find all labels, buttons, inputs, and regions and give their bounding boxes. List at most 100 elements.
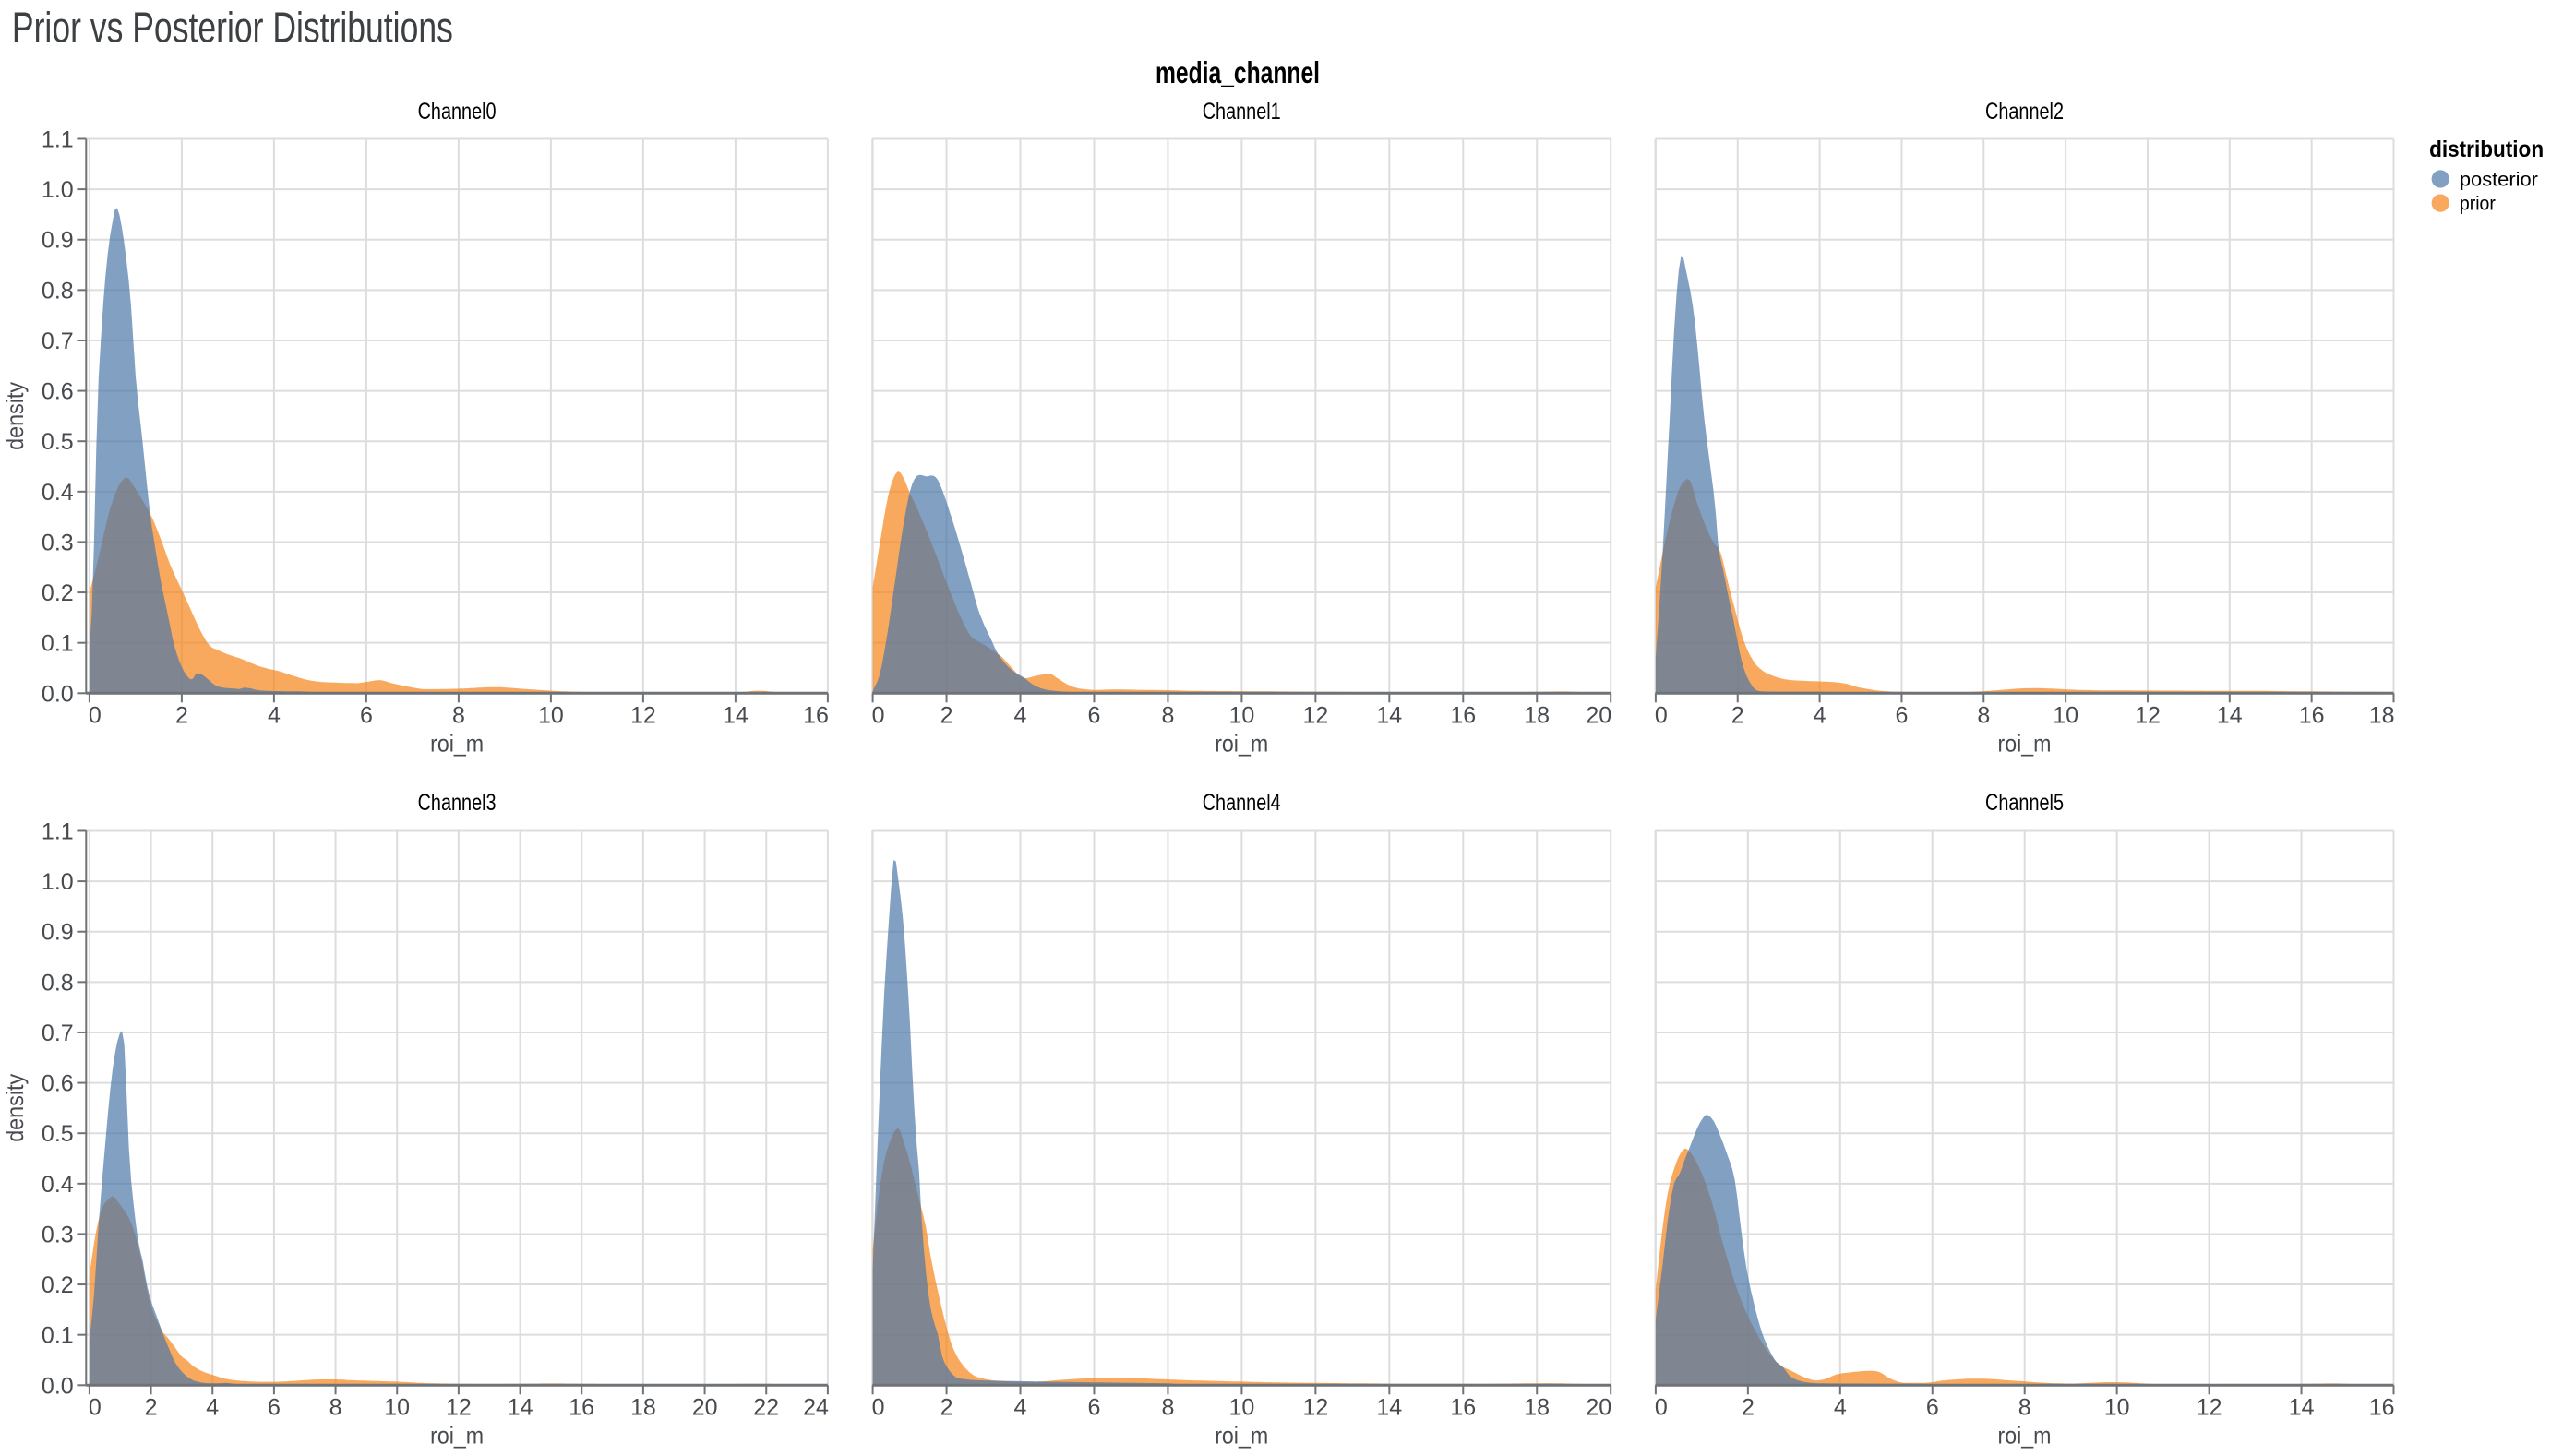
svg-text:2: 2 bbox=[145, 1394, 158, 1420]
svg-text:prior: prior bbox=[2460, 194, 2496, 215]
svg-text:0.9: 0.9 bbox=[42, 920, 74, 946]
svg-text:0.7: 0.7 bbox=[42, 328, 74, 354]
svg-text:0.6: 0.6 bbox=[42, 1071, 74, 1097]
svg-text:8: 8 bbox=[329, 1394, 342, 1420]
svg-text:0.6: 0.6 bbox=[42, 379, 74, 405]
svg-text:4: 4 bbox=[1014, 702, 1027, 728]
svg-text:8: 8 bbox=[1161, 702, 1174, 728]
svg-text:14: 14 bbox=[2217, 702, 2243, 728]
svg-text:6: 6 bbox=[1088, 1394, 1101, 1420]
svg-text:0.8: 0.8 bbox=[42, 970, 74, 996]
svg-text:10: 10 bbox=[2104, 1394, 2130, 1420]
svg-text:1.1: 1.1 bbox=[42, 126, 74, 152]
svg-text:6: 6 bbox=[1895, 702, 1908, 728]
svg-text:0.8: 0.8 bbox=[42, 278, 74, 304]
svg-text:0.1: 0.1 bbox=[42, 1323, 74, 1349]
svg-text:14: 14 bbox=[508, 1394, 533, 1420]
svg-text:8: 8 bbox=[1161, 1394, 1174, 1420]
svg-text:8: 8 bbox=[2018, 1394, 2031, 1420]
svg-text:20: 20 bbox=[1586, 702, 1611, 728]
svg-text:roi_m: roi_m bbox=[1998, 1421, 2052, 1449]
svg-text:16: 16 bbox=[2369, 1394, 2395, 1420]
svg-text:10: 10 bbox=[384, 1394, 410, 1420]
svg-text:20: 20 bbox=[1586, 1394, 1611, 1420]
svg-text:12: 12 bbox=[2135, 702, 2161, 728]
svg-text:density: density bbox=[1, 382, 29, 450]
svg-text:Channel1: Channel1 bbox=[1203, 99, 1281, 125]
svg-text:12: 12 bbox=[2197, 1394, 2222, 1420]
svg-text:density: density bbox=[1, 1074, 29, 1142]
svg-text:2: 2 bbox=[1731, 702, 1744, 728]
svg-text:Channel4: Channel4 bbox=[1203, 790, 1281, 816]
svg-text:22: 22 bbox=[753, 1394, 779, 1420]
svg-text:posterior: posterior bbox=[2460, 170, 2538, 191]
svg-text:0.4: 0.4 bbox=[42, 480, 74, 506]
svg-text:14: 14 bbox=[2289, 1394, 2315, 1420]
svg-text:16: 16 bbox=[1450, 702, 1476, 728]
svg-text:0.0: 0.0 bbox=[42, 1373, 74, 1399]
svg-text:12: 12 bbox=[630, 702, 656, 728]
svg-text:4: 4 bbox=[268, 702, 281, 728]
svg-text:1.0: 1.0 bbox=[42, 177, 74, 203]
svg-text:0.7: 0.7 bbox=[42, 1020, 74, 1046]
svg-text:12: 12 bbox=[1302, 1394, 1328, 1420]
svg-text:14: 14 bbox=[1376, 1394, 1402, 1420]
svg-text:0: 0 bbox=[872, 1394, 885, 1420]
svg-text:16: 16 bbox=[2299, 702, 2325, 728]
svg-text:14: 14 bbox=[723, 702, 749, 728]
svg-text:Channel2: Channel2 bbox=[1985, 99, 2064, 125]
svg-text:0.0: 0.0 bbox=[42, 681, 74, 707]
svg-text:roi_m: roi_m bbox=[1215, 1421, 1268, 1449]
svg-text:10: 10 bbox=[1228, 1394, 1254, 1420]
svg-text:Channel3: Channel3 bbox=[418, 790, 497, 816]
svg-text:0.1: 0.1 bbox=[42, 631, 74, 657]
svg-text:1.0: 1.0 bbox=[42, 869, 74, 895]
svg-text:8: 8 bbox=[1977, 702, 1990, 728]
svg-text:0.4: 0.4 bbox=[42, 1172, 74, 1198]
svg-text:16: 16 bbox=[803, 702, 829, 728]
svg-text:media_channel: media_channel bbox=[1156, 55, 1320, 90]
svg-text:0: 0 bbox=[89, 1394, 102, 1420]
svg-text:roi_m: roi_m bbox=[1215, 729, 1268, 757]
svg-text:0.2: 0.2 bbox=[42, 580, 74, 606]
svg-text:roi_m: roi_m bbox=[1998, 729, 2052, 757]
svg-text:2: 2 bbox=[940, 1394, 953, 1420]
svg-text:10: 10 bbox=[538, 702, 564, 728]
svg-text:0: 0 bbox=[872, 702, 885, 728]
svg-text:0.3: 0.3 bbox=[42, 530, 74, 555]
svg-text:0: 0 bbox=[1655, 702, 1668, 728]
svg-text:6: 6 bbox=[1926, 1394, 1939, 1420]
svg-text:distribution: distribution bbox=[2429, 137, 2544, 162]
svg-text:0: 0 bbox=[1655, 1394, 1668, 1420]
svg-text:12: 12 bbox=[1302, 702, 1328, 728]
svg-text:6: 6 bbox=[268, 1394, 281, 1420]
svg-text:0.3: 0.3 bbox=[42, 1222, 74, 1247]
svg-text:18: 18 bbox=[630, 1394, 656, 1420]
svg-text:16: 16 bbox=[1450, 1394, 1476, 1420]
svg-text:roi_m: roi_m bbox=[430, 729, 484, 757]
svg-text:2: 2 bbox=[940, 702, 953, 728]
svg-text:0.2: 0.2 bbox=[42, 1272, 74, 1298]
svg-text:18: 18 bbox=[2369, 702, 2395, 728]
svg-text:Prior vs Posterior Distributio: Prior vs Posterior Distributions bbox=[12, 3, 453, 51]
svg-text:2: 2 bbox=[1742, 1394, 1755, 1420]
svg-text:0.5: 0.5 bbox=[42, 429, 74, 455]
svg-text:18: 18 bbox=[1524, 1394, 1550, 1420]
svg-text:6: 6 bbox=[360, 702, 373, 728]
svg-text:1.1: 1.1 bbox=[42, 818, 74, 844]
svg-text:10: 10 bbox=[2053, 702, 2078, 728]
svg-text:2: 2 bbox=[175, 702, 188, 728]
svg-text:0.9: 0.9 bbox=[42, 228, 74, 254]
svg-text:roi_m: roi_m bbox=[430, 1421, 484, 1449]
svg-text:Channel0: Channel0 bbox=[418, 99, 497, 125]
svg-text:4: 4 bbox=[206, 1394, 219, 1420]
svg-text:0.5: 0.5 bbox=[42, 1121, 74, 1147]
svg-text:20: 20 bbox=[692, 1394, 718, 1420]
svg-text:0: 0 bbox=[89, 702, 102, 728]
svg-text:6: 6 bbox=[1088, 702, 1101, 728]
svg-text:4: 4 bbox=[1814, 702, 1826, 728]
svg-text:12: 12 bbox=[446, 1394, 472, 1420]
svg-text:4: 4 bbox=[1834, 1394, 1847, 1420]
svg-text:8: 8 bbox=[452, 702, 465, 728]
svg-text:14: 14 bbox=[1376, 702, 1402, 728]
